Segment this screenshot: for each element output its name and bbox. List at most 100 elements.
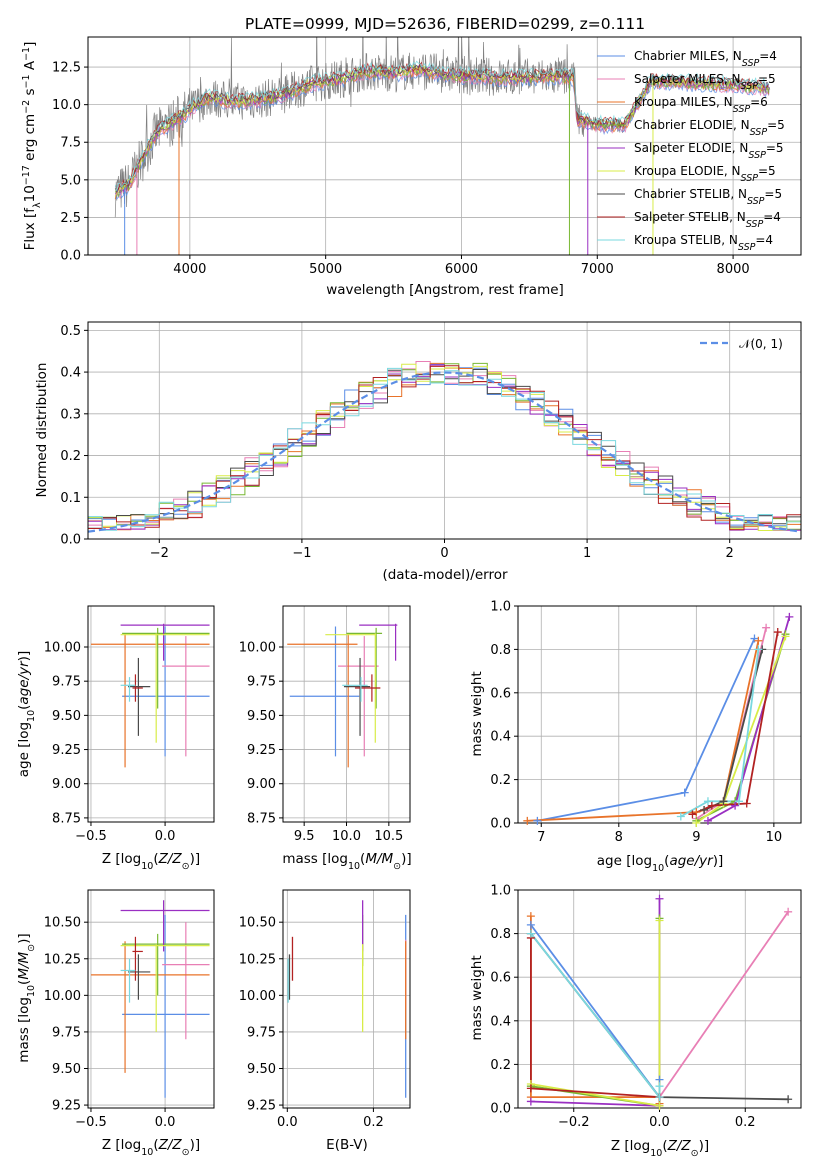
axes-frame: [87, 36, 802, 256]
weight-marker: [526, 912, 535, 921]
weight-line: [530, 898, 661, 1107]
x-tick-label: 10: [766, 830, 783, 845]
x-tick-label: 0.0: [277, 1115, 298, 1130]
weight-line: [530, 933, 661, 1100]
label-part: SSP: [746, 219, 764, 230]
y-tick-label: 9.25: [52, 1099, 81, 1114]
legend-label: Kroupa MILES, NSSP=6: [634, 95, 768, 115]
label-part: Kroupa ELODIE, N: [634, 164, 741, 178]
weight-vs-Z-axes: −0.2 0.0 0.2 0.0 0.2 0.4 0.6 0.8 1.0 Z [log10(Z/Z…: [469, 884, 802, 1159]
x-tick-label: 0.0: [155, 829, 176, 844]
x-tick-label: 9.5: [294, 829, 315, 844]
y-tick-label: 0.0: [60, 249, 81, 264]
axes-frame: [87, 889, 215, 1109]
y-tick-label: 9.75: [247, 1025, 276, 1040]
y-tick-label: 9.25: [247, 1099, 276, 1114]
weight-marker: [523, 816, 532, 825]
label-part: 10: [26, 985, 37, 997]
axes-frame: [87, 605, 215, 823]
legend-label: Chabrier STELIB, NSSP=5: [634, 187, 782, 207]
x-tick-label: 6000: [445, 262, 478, 277]
x-tick-label: 10.0: [332, 829, 361, 844]
label-part: SSP: [741, 81, 759, 92]
x-tick-label: −0.5: [75, 1115, 107, 1130]
y-tick-label: 0.0: [490, 817, 511, 832]
weight-marker: [676, 812, 685, 821]
x-tick-label: 7: [537, 830, 545, 845]
y-tick-label: 2.5: [60, 211, 81, 226]
label-part: 10: [22, 185, 38, 202]
y-tick-label: 0.6: [490, 971, 511, 986]
label-part: SSP: [750, 127, 768, 138]
label-part: age [log: [597, 853, 652, 869]
weight-marker: [703, 797, 712, 806]
y-tick-label: 9.25: [52, 743, 81, 758]
y-tick-label: 1.0: [490, 600, 511, 615]
y-tick-label: 0.2: [490, 773, 511, 788]
plot-area: [287, 900, 407, 1098]
x-axis-label: Z [log10(Z/Z⊙)]: [102, 851, 200, 872]
label-part: Z/Z: [158, 851, 183, 867]
axes-frame: [282, 889, 411, 1109]
plot-area: [90, 900, 210, 1098]
plot-area: [114, 37, 771, 255]
label-part: =5: [766, 141, 784, 155]
label-part: Salpeter STELIB, N: [634, 210, 746, 224]
weight-marker: [700, 805, 709, 814]
x-tick-label: 8000: [717, 262, 750, 277]
label-part: SSP: [741, 173, 759, 184]
label-part: mass [log: [282, 851, 348, 867]
weight-marker: [781, 632, 790, 641]
weight-line: [527, 640, 760, 822]
label-part: ⊙: [393, 861, 401, 872]
label-part: −1: [21, 74, 32, 88]
weight-marker: [533, 816, 542, 825]
mass-vs-ebv-axes: 0.0 0.2 9.25 9.50 9.75 10.00 10.25 10.50 E(B-V): [239, 889, 411, 1153]
y-axis-label: mass weight: [469, 955, 485, 1040]
label-part: (: [16, 705, 32, 710]
label-part: Kroupa MILES, N: [634, 95, 733, 109]
y-tick-label: 0.0: [60, 533, 81, 548]
label-part: SSP: [733, 104, 751, 115]
y-tick-label: 9.75: [247, 675, 276, 690]
weight-line: [680, 649, 760, 818]
weight-marker: [785, 612, 794, 621]
label-part: 10: [348, 861, 360, 872]
label-part: ⊙: [182, 1147, 190, 1158]
y-tick-label: 9.50: [52, 709, 81, 724]
label-part: )]: [16, 651, 32, 662]
label-part: 10: [26, 710, 37, 722]
label-part: SSP: [742, 58, 760, 69]
spectrum-axes: 4000 5000 6000 7000 8000 0.0 2.5 5.0 7.5 10.0 12.5…: [21, 36, 802, 298]
x-tick-label: 0: [440, 546, 448, 561]
x-axis-label: (data-model)/error: [382, 567, 508, 583]
label-part: Chabrier MILES, N: [634, 49, 742, 63]
label-part: Z/Z: [158, 1137, 183, 1153]
model-spectrum: [114, 60, 769, 192]
y-tick-label: 9.25: [247, 743, 276, 758]
x-tick-label: 8: [615, 830, 623, 845]
y-tick-label: 0.8: [490, 643, 511, 658]
label-part: A: [22, 60, 38, 74]
y-tick-label: 9.50: [247, 1062, 276, 1077]
x-tick-label: 0.0: [649, 1115, 670, 1130]
x-axis-label: Z [log10(Z/Z⊙)]: [611, 1138, 709, 1159]
label-part: (: [16, 980, 32, 985]
y-tick-label: 9.00: [52, 777, 81, 792]
x-tick-label: 5000: [309, 262, 342, 277]
label-part: 10: [652, 863, 664, 874]
label-part: ]: [22, 42, 38, 47]
y-tick-label: 10.50: [239, 916, 276, 931]
legend-label: 𝒩(0, 1): [739, 337, 783, 351]
label-part: 10: [650, 1148, 662, 1159]
label-part: )]: [16, 933, 32, 944]
weight-marker: [754, 645, 763, 654]
plot-area: [88, 361, 801, 533]
weight-marker: [731, 801, 740, 810]
y-tick-label: 0.4: [490, 730, 511, 745]
y-tick-label: 10.00: [44, 989, 81, 1004]
y-tick-label: 5.0: [60, 173, 81, 188]
label-part: 10: [141, 1147, 153, 1158]
x-tick-label: −0.2: [558, 1115, 590, 1130]
residual-histogram: [88, 367, 801, 531]
